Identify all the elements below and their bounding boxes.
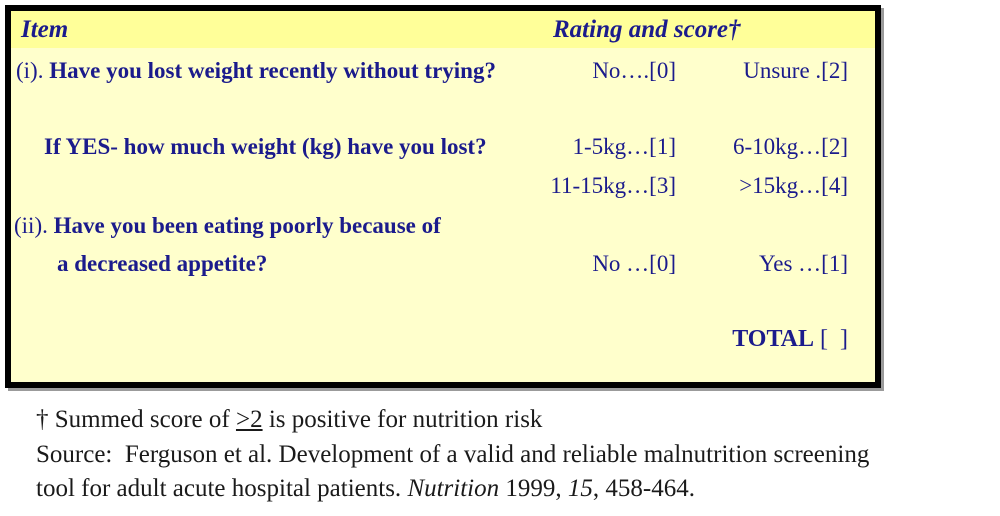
rating-option-yes-1: Yes …[1] [758,251,848,276]
total-score-box: [ ] [814,326,848,352]
footnote-year: 1999, [499,475,568,502]
screening-tool-table: Item Rating and score† (i). Have you los… [5,5,881,388]
rating-option-no-0: No …[0] [592,251,676,276]
total-label: TOTAL [732,326,815,352]
footnote-source-line2: tool for adult acute hospital patients. … [36,473,695,505]
column-header-item: Item [21,16,69,43]
footnote-dagger-post: is positive for nutrition risk [262,406,543,433]
question-number: (i). [16,58,44,83]
question-row-weight-amount: If YES- how much weight (kg) have you lo… [11,132,875,162]
rating-option-1-5kg-1: 1-5kg…[1] [572,134,676,159]
footnote-dagger-pre: † Summed score of [36,406,236,433]
column-header-rating-and-score: Rating and score† [553,16,741,43]
footnote-dagger: † Summed score of >2 is positive for nut… [36,404,542,436]
journal-volume: 15 [567,475,593,502]
question-number: (ii). [14,213,48,238]
question-row-decreased-appetite: a decreased appetite? No …[0] Yes …[1] [11,249,875,279]
footnote-source-text: tool for adult acute hospital patients. [36,475,408,502]
total-row: TOTAL [ ] [11,324,875,354]
rating-option-6-10kg-2: 6-10kg…[2] [733,134,848,159]
question-text: a decreased appetite? [57,251,268,276]
footnote-pages: , 458-464. [592,475,695,502]
rating-option-no-0: No….[0] [592,58,676,83]
footnote-source-line1: Source: Ferguson et al. Development of a… [36,441,870,468]
question-row-weight-loss: (i). Have you lost weight recently witho… [11,56,875,86]
question-text: If YES- how much weight (kg) have you lo… [44,134,487,159]
journal-name: Nutrition [407,475,500,502]
rating-row-weight-amount-2: 11-15kg…[3] >15kg…[4] [11,171,875,201]
rating-option-unsure-2: Unsure .[2] [743,58,848,83]
total-cell: TOTAL [ ] [732,324,848,354]
footnote-threshold: >2 [235,406,263,433]
rating-option-11-15kg-3: 11-15kg…[3] [550,173,676,198]
table-header-row: Item Rating and score† [11,11,875,48]
question-row-eating-poorly: (ii). Have you been eating poorly becaus… [11,211,875,241]
question-text: (ii). Have you been eating poorly becaus… [14,213,441,238]
rating-option-over-15kg-4: >15kg…[4] [739,173,848,198]
question-text: (i). Have you lost weight recently witho… [16,58,496,83]
